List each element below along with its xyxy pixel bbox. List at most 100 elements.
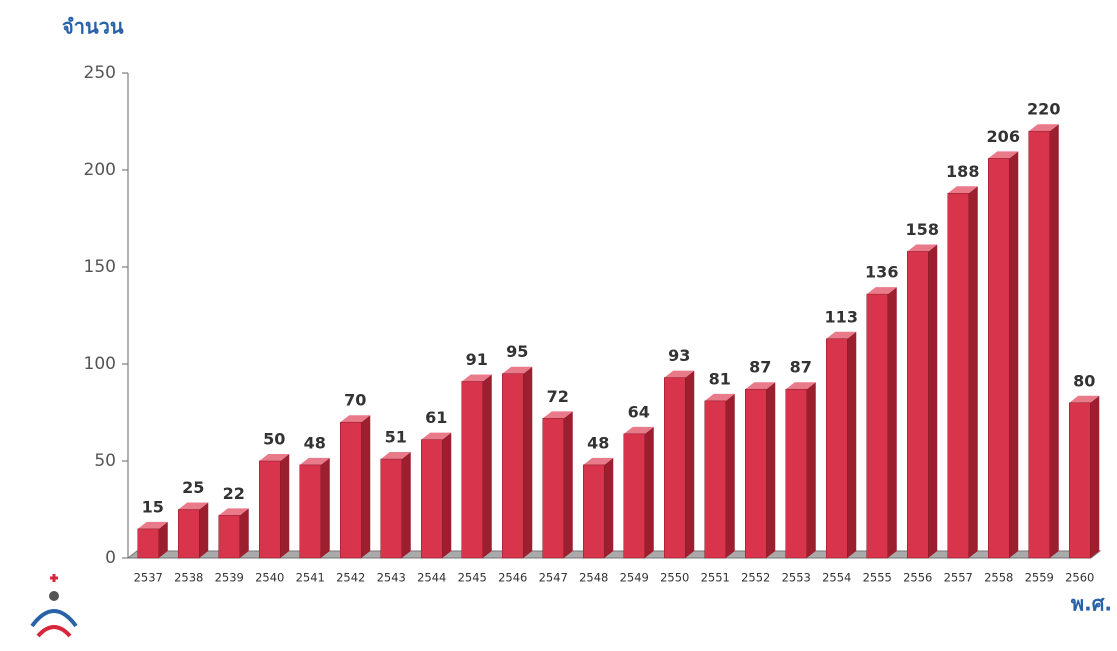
bar-side <box>1050 124 1059 558</box>
y-tick-label: 50 <box>94 451 116 471</box>
logo <box>32 574 76 636</box>
value-label: 220 <box>1027 100 1060 119</box>
value-label: 95 <box>506 342 528 361</box>
bar <box>178 510 199 559</box>
value-label: 206 <box>987 127 1020 146</box>
bar <box>138 529 159 558</box>
value-label: 87 <box>790 358 812 377</box>
bar-side <box>1009 151 1018 558</box>
bar-side <box>361 415 370 558</box>
value-label: 51 <box>385 428 407 447</box>
bar <box>340 422 361 558</box>
bar-side <box>1090 396 1099 558</box>
x-tick-label: 2552 <box>741 571 770 585</box>
bar <box>502 374 523 558</box>
value-label: 64 <box>628 402 650 421</box>
x-tick-label: 2548 <box>579 571 608 585</box>
x-tick-label: 2554 <box>822 571 851 585</box>
bar-side <box>645 427 654 558</box>
x-tick-label: 2553 <box>782 571 811 585</box>
bar <box>259 461 280 558</box>
bar-side <box>766 382 775 558</box>
bar <box>745 389 766 558</box>
bar <box>705 401 726 558</box>
bar <box>1069 403 1090 558</box>
x-tick-label: 2550 <box>660 571 689 585</box>
value-label: 136 <box>865 263 898 282</box>
bar <box>543 418 564 558</box>
value-label: 158 <box>906 220 939 239</box>
bar-side <box>321 458 330 558</box>
bar <box>664 378 685 558</box>
y-tick-label: 200 <box>84 160 116 180</box>
bar <box>907 251 928 558</box>
x-tick-label: 2544 <box>417 571 446 585</box>
value-label: 50 <box>263 430 285 449</box>
y-tick-label: 0 <box>105 548 116 568</box>
value-label: 72 <box>547 387 569 406</box>
value-label: 93 <box>668 346 690 365</box>
x-tick-label: 2549 <box>620 571 649 585</box>
bar-side <box>685 371 694 558</box>
bar-side <box>240 508 249 558</box>
chart: จำนวน พ.ศ. 05010015020025025371525382525… <box>0 0 1117 651</box>
value-label: 80 <box>1073 371 1095 390</box>
bar <box>219 515 240 558</box>
bar <box>988 158 1009 558</box>
value-label: 113 <box>825 307 858 326</box>
y-tick-label: 150 <box>84 257 116 277</box>
x-tick-label: 2542 <box>336 571 365 585</box>
x-tick-label: 2559 <box>1025 571 1054 585</box>
bar <box>462 381 483 558</box>
x-tick-label: 2538 <box>174 571 203 585</box>
x-tick-label: 2557 <box>944 571 973 585</box>
bar-side <box>888 287 897 558</box>
bar <box>948 193 969 558</box>
x-tick-label: 2558 <box>984 571 1013 585</box>
value-label: 70 <box>344 391 366 410</box>
bar-side <box>442 433 451 558</box>
y-tick-label: 100 <box>84 354 116 374</box>
bar-side <box>928 244 937 558</box>
x-tick-label: 2560 <box>1065 571 1094 585</box>
x-tick-label: 2541 <box>296 571 325 585</box>
bar-side <box>483 374 492 558</box>
bar <box>381 459 402 558</box>
x-tick-label: 2551 <box>701 571 730 585</box>
bar-side <box>564 411 573 558</box>
bar <box>867 294 888 558</box>
x-tick-label: 2545 <box>458 571 487 585</box>
bar-side <box>969 186 978 558</box>
bar-side <box>604 458 613 558</box>
bar-side <box>523 367 532 558</box>
bar-side <box>402 452 411 558</box>
value-label: 22 <box>223 484 245 503</box>
bar-side <box>726 394 735 558</box>
bar-side <box>280 454 289 558</box>
value-label: 48 <box>587 433 609 452</box>
value-label: 48 <box>304 433 326 452</box>
value-label: 81 <box>709 369 731 388</box>
value-label: 25 <box>182 478 204 497</box>
x-tick-label: 2537 <box>134 571 163 585</box>
x-tick-label: 2556 <box>903 571 932 585</box>
bar <box>786 389 807 558</box>
bar-side <box>807 382 816 558</box>
x-tick-label: 2543 <box>377 571 406 585</box>
value-label: 61 <box>425 408 447 427</box>
bar-side <box>199 503 208 559</box>
x-tick-label: 2547 <box>539 571 568 585</box>
value-label: 15 <box>142 497 164 516</box>
value-label: 87 <box>749 358 771 377</box>
bar <box>583 465 604 558</box>
y-axis-label: จำนวน <box>62 15 124 39</box>
x-tick-label: 2539 <box>215 571 244 585</box>
bar-side <box>847 332 856 558</box>
x-tick-label: 2555 <box>863 571 892 585</box>
bar <box>826 339 847 558</box>
value-label: 188 <box>946 162 979 181</box>
x-tick-label: 2546 <box>498 571 527 585</box>
bar <box>624 434 645 558</box>
bar <box>1029 131 1050 558</box>
x-axis-label: พ.ศ. <box>1071 592 1112 616</box>
